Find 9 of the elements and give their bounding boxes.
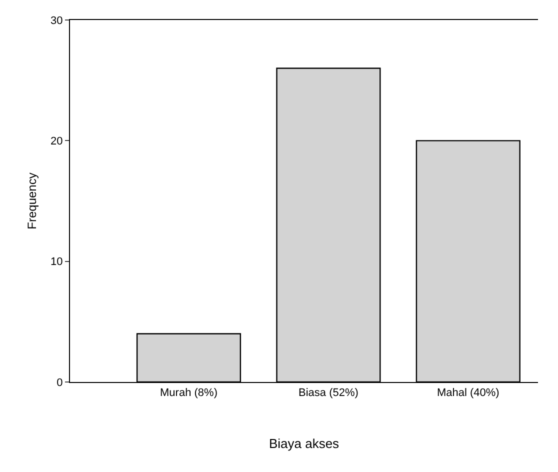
y-tick-label: 30 xyxy=(50,14,63,27)
x-axis-title: Biaya akses xyxy=(268,436,340,451)
x-tick-label: Murah (8%) xyxy=(160,387,218,400)
y-tick-label: 10 xyxy=(50,256,63,268)
y-tick-label: 0 xyxy=(56,376,63,389)
x-tick-label: Mahal (40%) xyxy=(436,387,500,400)
x-tick-label: Biasa (52%) xyxy=(298,387,358,400)
y-axis-title: Frequency xyxy=(25,172,39,230)
y-tick-label: 20 xyxy=(50,136,63,148)
